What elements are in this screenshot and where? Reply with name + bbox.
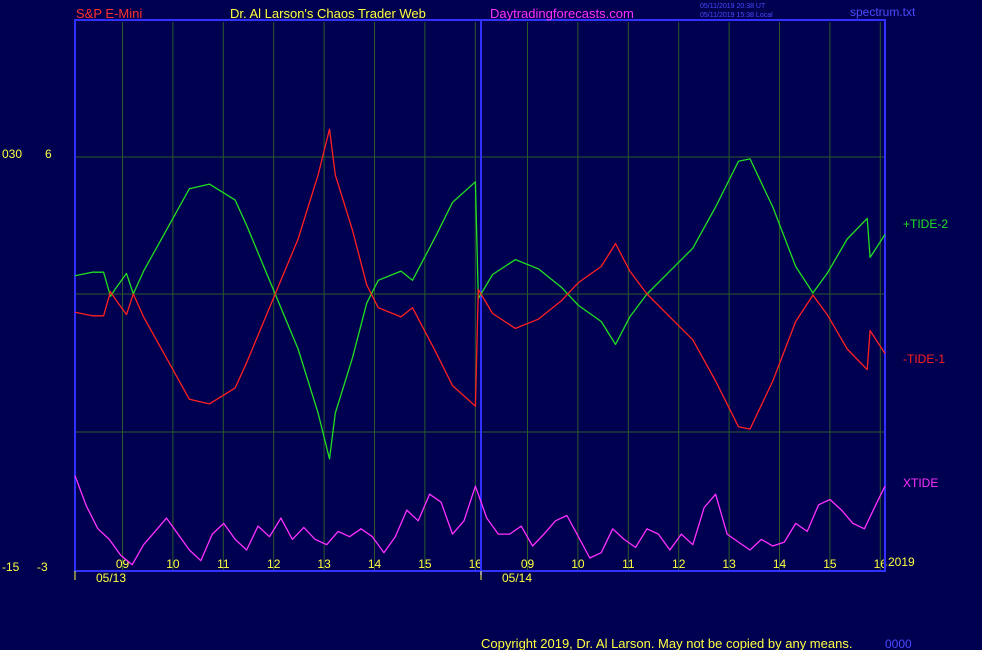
- corner-code: 0000: [885, 637, 912, 650]
- x-tick-label: 10: [166, 557, 180, 571]
- x-tick-label: 15: [418, 557, 432, 571]
- symbol-label: S&P E-Mini: [76, 6, 142, 21]
- date-label-2: 05/14: [502, 571, 532, 585]
- left-scale-top-a: 030: [2, 147, 22, 161]
- timestamp-utc: 05/11/2019 20:38 UT: [700, 3, 766, 10]
- filename-label: spectrum.txt: [850, 5, 916, 19]
- x-tick-label: 10: [571, 557, 585, 571]
- xtide-line: [74, 475, 886, 566]
- tide2-line: [74, 158, 886, 460]
- copyright-text: Copyright 2019, Dr. Al Larson. May not b…: [481, 636, 852, 650]
- x-tick-label: 15: [823, 557, 837, 571]
- date-label-1: 05/13: [96, 571, 126, 585]
- grid: 09 10 11 12 13 14 15 16 09 10 11 12 13 14 15 16: [75, 22, 887, 571]
- y-tick-lower: -3: [37, 560, 48, 574]
- x-tick-label: 16: [469, 557, 483, 571]
- x-tick-label: 16: [874, 557, 888, 571]
- year-label: 2019: [888, 555, 915, 569]
- series-layer: [74, 128, 886, 566]
- legend-tide1: -TIDE-1: [903, 352, 945, 366]
- x-tick-label: 11: [217, 557, 230, 571]
- x-tick-label: 14: [368, 557, 382, 571]
- timestamp-local: 05/11/2019 15:38 Local: [700, 12, 773, 19]
- x-tick-label: 09: [521, 557, 535, 571]
- y-tick-upper: 6: [45, 147, 52, 161]
- site-title: Dr. Al Larson's Chaos Trader Web: [230, 6, 426, 21]
- site-url-link[interactable]: Daytradingforecasts.com: [490, 6, 634, 21]
- x-tick-label: 13: [317, 557, 331, 571]
- legend-tide2: +TIDE-2: [903, 217, 948, 231]
- legend-xtide: XTIDE: [903, 476, 938, 490]
- x-tick-label: 09: [116, 557, 130, 571]
- x-tick-label: 13: [722, 557, 736, 571]
- left-scale-bottom-a: -15: [2, 560, 20, 574]
- x-tick-label: 12: [267, 557, 281, 571]
- x-tick-label: 12: [672, 557, 686, 571]
- x-tick-label: 14: [773, 557, 787, 571]
- tide1-line: [74, 128, 886, 430]
- x-tick-label: 11: [622, 557, 635, 571]
